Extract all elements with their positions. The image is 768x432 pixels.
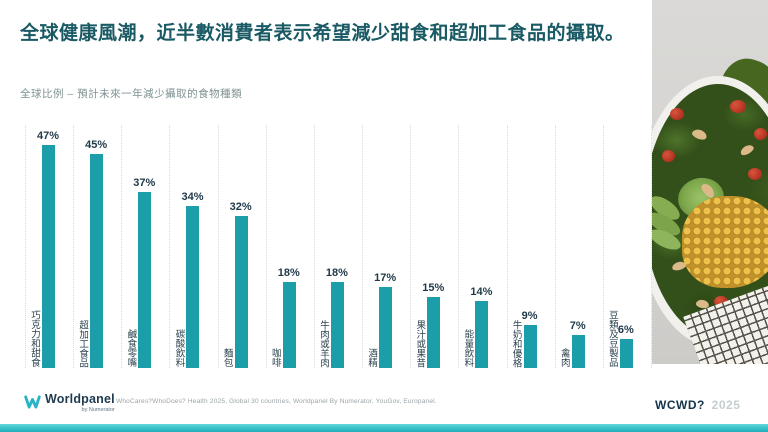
category-label: 碳酸飲料 — [173, 329, 185, 367]
bar-value-label: 18% — [325, 267, 348, 279]
category-label: 禽肉 — [558, 348, 570, 367]
bar-value-label: 37% — [133, 177, 156, 189]
tomato-piece — [748, 168, 762, 180]
bar — [282, 282, 296, 368]
slide-title: 全球健康風潮，近半數消費者表示希望減少甜食和超加工食品的攝取。 — [20, 23, 625, 44]
worldpanel-logo: Worldpanel by Numerator — [24, 392, 115, 413]
chart-column: 酒精 17% — [362, 125, 410, 368]
bottom-accent-bar — [0, 424, 768, 432]
category-label: 麵包 — [221, 348, 233, 367]
category-label: 咖啡 — [269, 348, 281, 367]
chart-column: 禽肉 7% — [554, 125, 603, 368]
worldpanel-w-icon — [24, 395, 41, 409]
chart-column: 牛奶和優格 9% — [506, 125, 555, 368]
bar-value-label: 17% — [374, 272, 397, 284]
chart-column: 碳酸飲料 34% — [169, 125, 217, 368]
category-label: 豆類及豆製品 — [606, 310, 618, 367]
event-tag: WCWD? 2025 — [655, 398, 740, 412]
bar — [138, 192, 152, 368]
bar-value-label: 15% — [422, 282, 445, 294]
salad-bowl-photo — [652, 0, 768, 364]
logo-brand: Worldpanel — [45, 392, 115, 406]
chart-subtitle: 全球比例 – 預計未來一年減少攝取的食物種類 — [20, 88, 243, 100]
category-label: 牛奶和優格 — [510, 319, 522, 368]
category-label: 超加工食品 — [77, 319, 89, 368]
chart-column: 牛肉或羊肉 18% — [313, 125, 362, 368]
source-note: WhoCares?WhoDoes? Health 2025, Global 30… — [116, 398, 437, 405]
bar-value-label: 32% — [229, 201, 252, 213]
chart-column: 巧克力和甜食 47% — [25, 125, 73, 368]
tomato-piece — [754, 128, 767, 140]
tomato-piece — [714, 296, 728, 307]
category-label: 鹹食零嘴 — [125, 329, 137, 367]
bar — [330, 282, 344, 368]
category-label: 能量飲料 — [462, 329, 474, 367]
bar — [571, 335, 585, 368]
tomato-piece — [662, 150, 675, 162]
chart-column: 豆類及豆製品 6% — [602, 125, 653, 368]
chickpea-cluster — [682, 196, 768, 288]
bar — [379, 287, 393, 368]
bar — [90, 154, 104, 368]
bar-value-label: 6% — [617, 324, 634, 336]
chart-column: 超加工食品 45% — [73, 125, 121, 368]
bar — [427, 297, 441, 368]
bar — [475, 301, 489, 368]
event-tag-name: WCWD? — [655, 398, 705, 412]
bar-value-label: 47% — [36, 130, 60, 142]
chart-column: 果汁或果昔 15% — [410, 125, 458, 368]
bar — [186, 206, 200, 368]
chart-column: 能量飲料 14% — [458, 125, 506, 368]
bar — [619, 339, 633, 368]
tomato-piece — [670, 108, 684, 120]
bar-value-label: 34% — [181, 191, 204, 203]
bar — [523, 325, 537, 368]
event-tag-year: 2025 — [711, 398, 741, 412]
bar-value-label: 18% — [277, 267, 300, 279]
category-label: 牛肉或羊肉 — [317, 319, 329, 368]
bar — [42, 145, 55, 368]
bar-value-label: 9% — [521, 310, 538, 322]
logo-text: Worldpanel by Numerator — [45, 392, 115, 413]
logo-subbrand: by Numerator — [81, 407, 115, 413]
bar-chart: 巧克力和甜食 47% 超加工食品 45% 鹹食零嘴 37% 碳酸飲料 34% 麵包 32% 咖啡 18… — [25, 125, 653, 368]
bar-value-label: 14% — [470, 286, 493, 298]
bar — [234, 216, 248, 368]
chart-column: 麵包 32% — [217, 125, 266, 368]
bar-value-label: 7% — [569, 320, 586, 332]
category-label: 巧克力和甜食 — [29, 310, 40, 367]
chart-column: 鹹食零嘴 37% — [121, 125, 169, 368]
tomato-piece — [730, 100, 746, 113]
bar-value-label: 45% — [85, 139, 108, 151]
chart-column: 咖啡 18% — [265, 125, 314, 368]
category-label: 酒精 — [366, 348, 378, 367]
category-label: 果汁或果昔 — [414, 319, 426, 368]
